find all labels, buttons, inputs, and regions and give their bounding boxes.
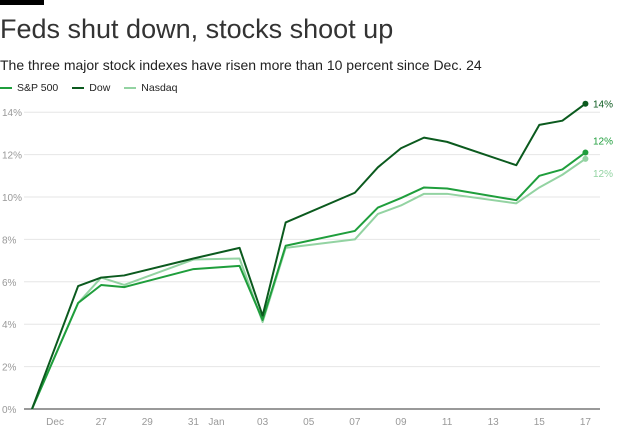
x-tick-label: Dec: [46, 417, 64, 428]
brand-bar: [0, 0, 44, 5]
x-tick-label: 15: [534, 417, 546, 428]
y-tick-label: 4%: [2, 320, 17, 331]
end-value-label: 12%: [593, 136, 613, 147]
x-tick-label: 13: [488, 417, 500, 428]
x-tick-label: Jan: [208, 417, 224, 428]
chart-subtitle: The three major stock indexes have risen…: [0, 57, 482, 73]
series-line-dow: [31, 102, 587, 410]
end-value-label: 14%: [593, 100, 613, 111]
legend-swatch: [0, 87, 12, 90]
y-tick-label: 12%: [2, 151, 22, 162]
legend-item: S&P 500: [0, 82, 58, 94]
legend-swatch: [124, 87, 137, 90]
end-point-marker: [582, 155, 589, 162]
y-tick-label: 6%: [2, 278, 17, 289]
x-tick-label: 09: [395, 417, 407, 428]
end-point-marker: [582, 100, 589, 107]
legend: S&P 500 Dow Nasdaq: [0, 82, 177, 94]
x-tick-label: 31: [188, 417, 200, 428]
y-tick-label: 14%: [2, 108, 22, 119]
legend-item: Dow: [72, 82, 110, 94]
chart-title: Feds shut down, stocks shoot up: [0, 14, 394, 44]
x-tick-label: 05: [303, 417, 315, 428]
legend-swatch: [72, 87, 85, 90]
end-point-marker: [582, 149, 589, 156]
legend-label: Dow: [89, 82, 111, 94]
x-tick-label: 17: [580, 417, 592, 428]
x-tick-label: 11: [442, 417, 453, 428]
legend-label: Nasdaq: [141, 82, 178, 94]
x-tick-label: 27: [96, 417, 108, 428]
legend-item: Nasdaq: [124, 82, 177, 94]
x-tick-label: 29: [142, 417, 154, 428]
y-tick-label: 8%: [2, 235, 17, 246]
series-line-nasdaq: [31, 158, 587, 410]
x-tick-label: 03: [257, 417, 269, 428]
x-tick-label: 07: [349, 417, 361, 428]
legend-label: S&P 500: [17, 82, 59, 94]
y-tick-label: 10%: [2, 193, 22, 204]
y-tick-label: 2%: [2, 363, 17, 374]
end-value-label: 12%: [593, 169, 613, 180]
y-tick-label: 0%: [2, 405, 17, 416]
series-line-s-p-500: [31, 151, 587, 410]
